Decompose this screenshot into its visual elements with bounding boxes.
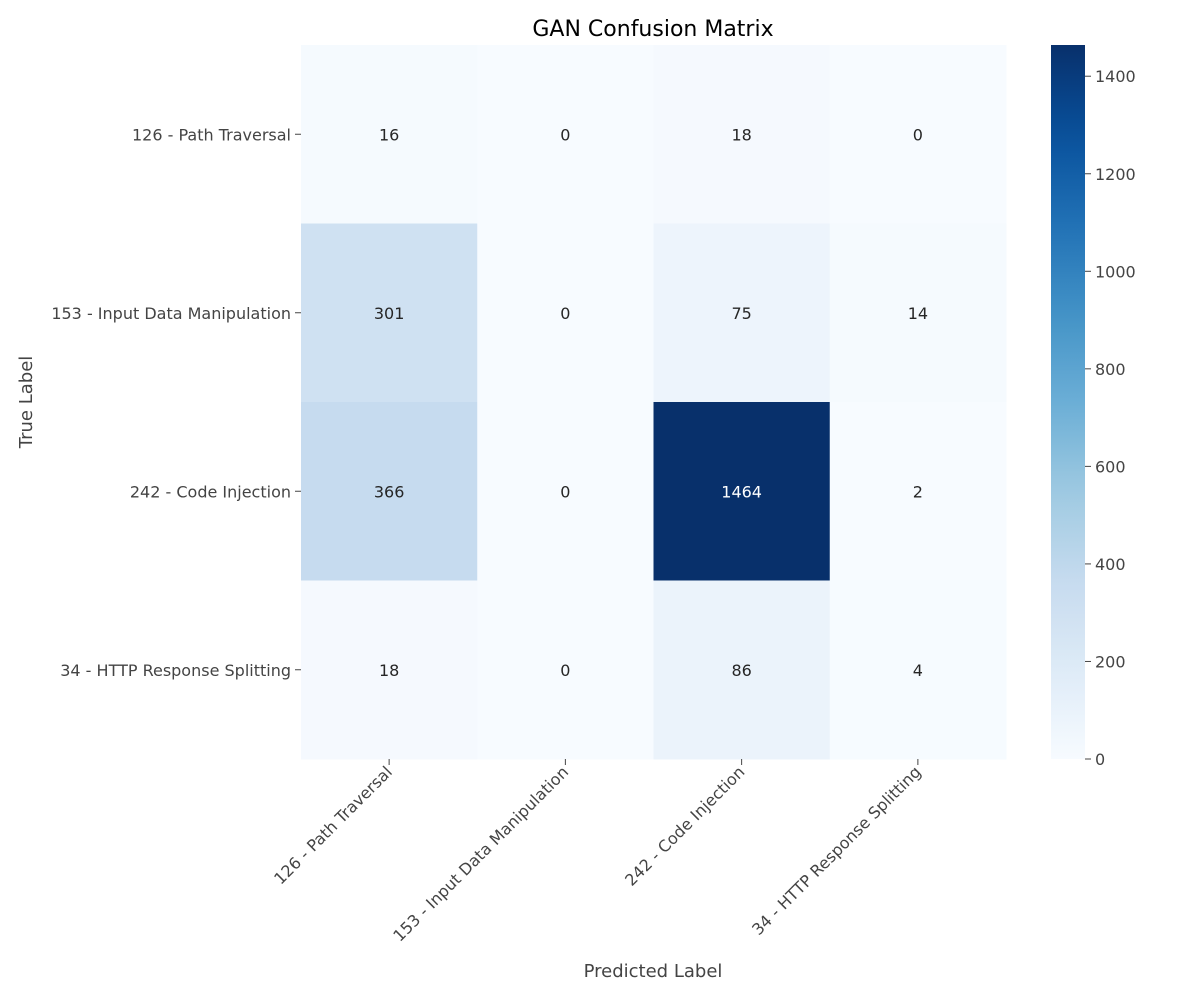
cell-value-label: 0 <box>560 661 570 680</box>
heatmap-cell <box>477 45 654 224</box>
x-tick-label: 153 - Input Data Manipulation <box>389 762 572 945</box>
heatmap-cell <box>653 223 831 403</box>
cell-value-label: 0 <box>913 125 923 144</box>
cell-value-label: 366 <box>374 482 405 501</box>
heatmap-cell <box>477 223 654 403</box>
colorbar-tick-label: 200 <box>1095 652 1126 671</box>
cell-value-label: 86 <box>731 661 751 680</box>
heatmap-cell <box>653 402 831 581</box>
heatmap-cell <box>301 45 478 224</box>
y-tick-label: 153 - Input Data Manipulation <box>51 304 291 323</box>
heatmap-cell <box>477 402 654 581</box>
heatmap-cell <box>653 45 831 224</box>
colorbar-tick-label: 1000 <box>1095 262 1136 281</box>
cell-value-label: 18 <box>379 661 399 680</box>
y-tick-label: 34 - HTTP Response Splitting <box>60 661 291 680</box>
heatmap-cell <box>829 402 1007 581</box>
heatmap-cell <box>301 580 478 760</box>
colorbar-tick-label: 1200 <box>1095 165 1136 184</box>
colorbar-tick-label: 0 <box>1095 750 1105 769</box>
y-tick-label: 126 - Path Traversal <box>132 125 291 144</box>
x-tick-label: 126 - Path Traversal <box>270 762 396 888</box>
colorbar-tick-label: 1400 <box>1095 67 1136 86</box>
cell-value-label: 16 <box>379 125 399 144</box>
x-axis-label: Predicted Label <box>584 961 723 982</box>
colorbar-tick-label: 800 <box>1095 360 1126 379</box>
cell-value-label: 75 <box>731 304 751 323</box>
cell-value-label: 14 <box>908 304 928 323</box>
colorbar-gradient <box>1051 45 1085 759</box>
cell-value-label: 2 <box>913 482 923 501</box>
heatmap-cell <box>829 223 1007 403</box>
heatmap-cell <box>653 580 831 760</box>
heatmap-cell <box>301 402 478 581</box>
y-axis-label: True Label <box>16 356 37 450</box>
heatmap-cell <box>829 580 1007 760</box>
cell-value-label: 4 <box>913 661 923 680</box>
cell-value-label: 0 <box>560 304 570 323</box>
cell-value-label: 301 <box>374 304 405 323</box>
heatmap-cells: 16 0 18 0 301 0 75 14 366 0 1464 2 18 0 86 4 <box>301 45 1007 760</box>
colorbar-tick-label: 400 <box>1095 555 1126 574</box>
x-tick-label: 34 - HTTP Response Splitting <box>748 762 925 939</box>
cell-value-label: 0 <box>560 482 570 501</box>
y-tick-label: 242 - Code Injection <box>130 482 291 501</box>
y-tick-labels: 126 - Path Traversal 153 - Input Data Man… <box>51 125 301 680</box>
heatmap-cell <box>829 45 1007 224</box>
heatmap-cell <box>301 223 478 403</box>
colorbar: 0 200 400 600 800 1000 1200 1400 <box>1051 45 1136 769</box>
chart-title: GAN Confusion Matrix <box>532 17 773 42</box>
heatmap-cell <box>477 580 654 760</box>
x-tick-label: 242 - Code Injection <box>621 762 748 889</box>
colorbar-tick-label: 600 <box>1095 457 1126 476</box>
cell-value-label: 18 <box>731 125 751 144</box>
cell-value-label: 1464 <box>721 482 762 501</box>
cell-value-label: 0 <box>560 125 570 144</box>
